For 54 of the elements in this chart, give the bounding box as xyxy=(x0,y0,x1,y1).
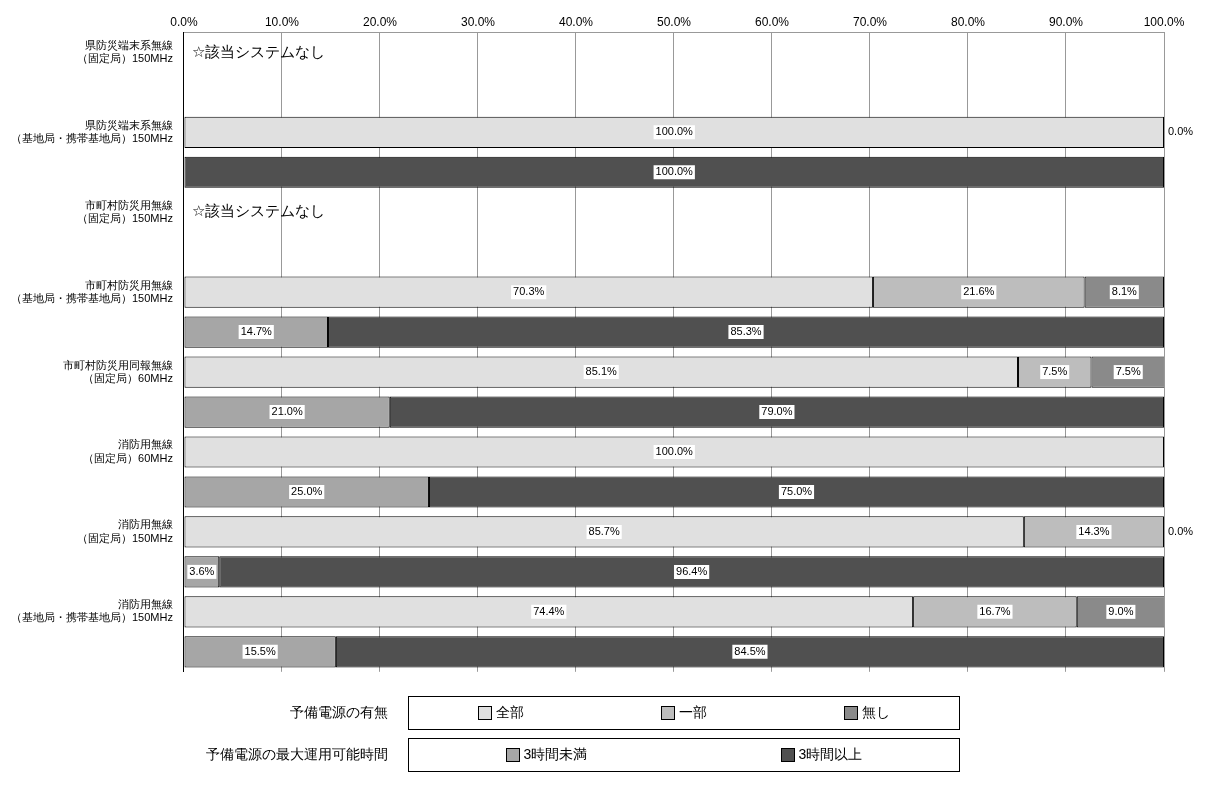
y-tick-label: 市町村防災用無線（固定局）150MHz xyxy=(76,198,173,224)
data-label: 85.3% xyxy=(730,325,762,338)
legend-label: 3時間未満 xyxy=(523,746,588,764)
data-label: 85.7% xyxy=(588,524,620,537)
data-label: 100.0% xyxy=(655,445,694,458)
data-label: 84.5% xyxy=(734,644,766,657)
y-tick-label: 消防用無線（固定局）60MHz xyxy=(83,438,173,464)
text: 予備電源の最大運用可能時間 xyxy=(205,746,389,764)
data-label: 25.0% xyxy=(291,485,323,497)
x-tick-label: 30.0% xyxy=(460,14,496,29)
x-tick-label: 0.0% xyxy=(170,14,198,29)
x-tick-label: 80.0% xyxy=(950,14,986,29)
y-tick-label: 市町村防災用同報無線（固定局）60MHz xyxy=(62,358,173,384)
y-tick-label: 県防災端末系無線（基地局・携帯基地局）150MHz xyxy=(10,118,173,144)
data-label: 75.0% xyxy=(780,485,813,497)
data-label: 16.7% xyxy=(979,604,1011,617)
data-label: 0.0% xyxy=(1168,125,1194,138)
data-label: 8.1% xyxy=(1111,285,1138,298)
x-tick-label: 100.0% xyxy=(1143,14,1185,29)
data-label: 15.5% xyxy=(244,644,276,657)
y-tick-label: 消防用無線（固定局）150MHz xyxy=(76,518,173,544)
data-label: 96.4% xyxy=(676,564,708,577)
data-label: 85.1% xyxy=(585,365,618,378)
x-tick-label: 50.0% xyxy=(656,14,692,29)
data-label: 3.6% xyxy=(189,564,215,577)
y-tick-label: 県防災端末系無線（固定局）150MHz xyxy=(76,38,173,65)
x-tick-label: 10.0% xyxy=(264,14,300,29)
legend-label: 一部 xyxy=(678,704,707,722)
legend-label: 3時間以上 xyxy=(798,746,863,764)
data-label: 7.5% xyxy=(1042,365,1068,378)
x-tick-label: 40.0% xyxy=(558,14,594,29)
annotation: ☆該当システムなし xyxy=(191,42,326,60)
data-label: 79.0% xyxy=(761,405,793,418)
x-tick-label: 60.0% xyxy=(754,14,790,29)
data-label: 14.3% xyxy=(1078,524,1110,537)
data-label: 74.4% xyxy=(533,604,565,617)
data-label: 100.0% xyxy=(655,125,694,138)
data-label: 21.0% xyxy=(271,405,303,418)
legend-label: 全部 xyxy=(495,704,524,722)
data-label: 100.0% xyxy=(655,165,694,178)
data-label: 70.3% xyxy=(513,285,545,298)
annotation: ☆該当システムなし xyxy=(191,202,326,220)
text: 予備電源の有無 xyxy=(289,704,389,722)
data-label: 14.7% xyxy=(240,325,273,338)
data-label: 9.0% xyxy=(1108,604,1134,617)
data-label: 21.6% xyxy=(963,285,995,298)
y-tick-label: 市町村防災用無線（基地局・携帯基地局）150MHz xyxy=(10,278,173,304)
x-tick-label: 20.0% xyxy=(362,14,398,29)
data-label: 0.0% xyxy=(1168,524,1194,537)
legend-label: 無し xyxy=(862,704,891,722)
x-tick-label: 90.0% xyxy=(1048,14,1084,29)
y-tick-label: 消防用無線（基地局・携帯基地局）150MHz xyxy=(10,598,173,624)
data-label: 7.5% xyxy=(1115,365,1141,378)
x-tick-label: 70.0% xyxy=(852,14,888,29)
